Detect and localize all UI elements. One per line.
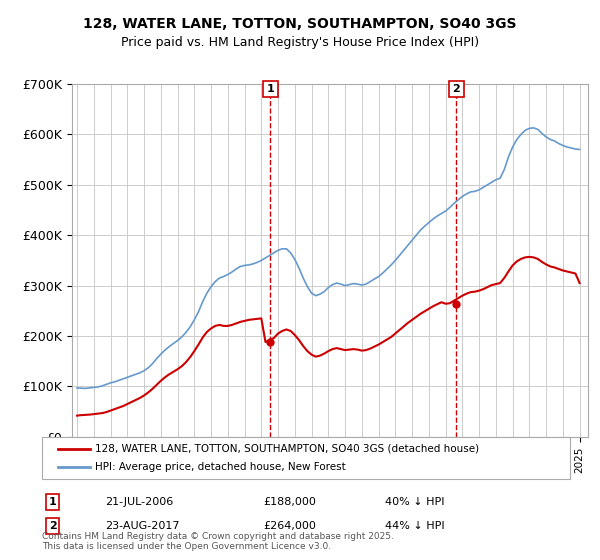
FancyBboxPatch shape [42, 437, 570, 479]
Text: £188,000: £188,000 [264, 497, 317, 507]
Text: 2: 2 [49, 521, 56, 531]
Text: 2: 2 [452, 84, 460, 94]
Text: HPI: Average price, detached house, New Forest: HPI: Average price, detached house, New … [95, 462, 346, 472]
Text: Price paid vs. HM Land Registry's House Price Index (HPI): Price paid vs. HM Land Registry's House … [121, 36, 479, 49]
Text: 128, WATER LANE, TOTTON, SOUTHAMPTON, SO40 3GS (detached house): 128, WATER LANE, TOTTON, SOUTHAMPTON, SO… [95, 444, 479, 454]
Text: 128, WATER LANE, TOTTON, SOUTHAMPTON, SO40 3GS: 128, WATER LANE, TOTTON, SOUTHAMPTON, SO… [83, 17, 517, 31]
Text: 23-AUG-2017: 23-AUG-2017 [106, 521, 180, 531]
Text: 1: 1 [266, 84, 274, 94]
Text: £264,000: £264,000 [264, 521, 317, 531]
Text: 40% ↓ HPI: 40% ↓ HPI [385, 497, 445, 507]
Text: 44% ↓ HPI: 44% ↓ HPI [385, 521, 445, 531]
Text: 1: 1 [49, 497, 56, 507]
Text: Contains HM Land Registry data © Crown copyright and database right 2025.
This d: Contains HM Land Registry data © Crown c… [42, 531, 394, 551]
Text: 21-JUL-2006: 21-JUL-2006 [106, 497, 173, 507]
